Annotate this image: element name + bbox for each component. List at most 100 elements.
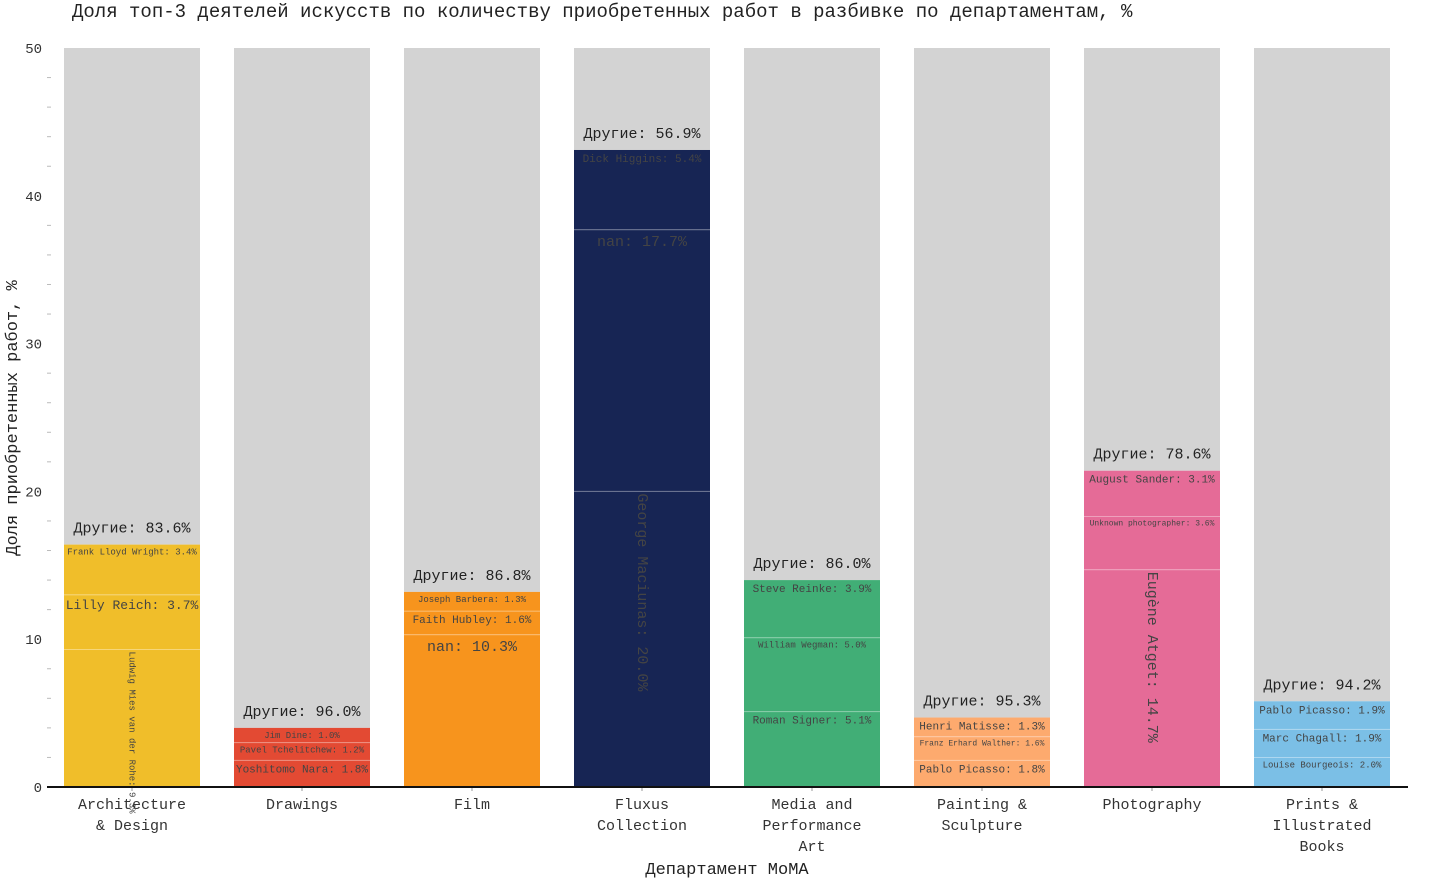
bar-segment — [1084, 470, 1220, 517]
y-tick-label: 20 — [25, 485, 42, 501]
y-tick-label: 0 — [34, 781, 42, 797]
x-tick-label: Film — [454, 797, 490, 814]
bar-segment-others — [914, 48, 1050, 718]
bar-segment — [64, 649, 200, 787]
chart-title: Доля топ-3 деятелей искусств по количест… — [72, 1, 1133, 23]
x-tick-label: & Design — [96, 818, 168, 835]
segment-label: Pablo Picasso: 1.8% — [919, 764, 1045, 776]
segment-label: Henri Matisse: 1.3% — [919, 722, 1045, 734]
x-axis: Architecture & Design Drawings Film Fluxus Co… — [47, 786, 1408, 856]
segment-label: August Sander: 3.1% — [1089, 475, 1215, 487]
segment-label: Faith Hubley: 1.6% — [413, 615, 532, 627]
others-label: Другие: 78.6% — [1093, 447, 1211, 464]
segment-label: Frank Lloyd Wright: 3.4% — [67, 548, 197, 558]
others-label: Другие: 94.2% — [1263, 677, 1381, 694]
bar-segment — [914, 736, 1050, 761]
bar-segment — [914, 760, 1050, 787]
segment-label: Pavel Tchelitchew: 1.2% — [240, 746, 365, 756]
bar-segment — [1084, 569, 1220, 787]
segment-label: Roman Signer: 5.1% — [753, 716, 872, 728]
bar-segment-others — [404, 48, 540, 592]
y-tick-label: 10 — [25, 633, 42, 649]
others-label: Другие: 86.8% — [413, 568, 531, 585]
segment-label: George Maciunas: 20.0% — [633, 493, 650, 692]
segment-label: Joseph Barbera: 1.3% — [418, 595, 527, 605]
bar-segment — [64, 594, 200, 650]
x-tick-label: Art — [798, 839, 825, 856]
segment-label: Franz Erhard Walther: 1.6% — [920, 740, 1045, 749]
bar-segment — [1254, 729, 1390, 758]
x-tick-label: Performance — [762, 818, 861, 835]
bar-segment — [914, 717, 1050, 737]
others-label: Другие: 83.6% — [73, 521, 191, 538]
y-tick-label: 40 — [25, 190, 42, 206]
bar-segment — [574, 491, 710, 787]
bar-segment — [404, 611, 540, 635]
segment-label: Ludwig Mies van der Rohe: 9.3% — [127, 652, 137, 815]
x-tick-label: Drawings — [266, 797, 338, 814]
x-tick-label: Photography — [1102, 797, 1201, 814]
bar-stack: Ludwig Mies van der Rohe: 9.3% Lilly Reic… — [64, 48, 200, 814]
others-label: Другие: 86.0% — [753, 556, 871, 573]
x-tick-label: Prints & — [1286, 797, 1358, 814]
segment-label: nan: 10.3% — [427, 639, 518, 656]
x-tick-label: Media and — [771, 797, 852, 814]
bar-segment — [574, 229, 710, 492]
x-tick-label: Fluxus — [615, 797, 669, 814]
segment-label: Yoshitomo Nara: 1.8% — [236, 764, 368, 776]
bar-segment — [404, 591, 540, 612]
bar-segment-others — [1254, 48, 1390, 702]
bar-segment — [744, 580, 880, 638]
bar-segment — [1254, 701, 1390, 730]
segment-label: Marc Chagall: 1.9% — [1263, 733, 1382, 745]
others-label: Другие: 95.3% — [923, 694, 1041, 711]
bar-segment — [574, 149, 710, 230]
others-label: Другие: 96.0% — [243, 704, 361, 721]
bar-stack: Louise Bourgeois: 2.0% Marc Chagall: 1.9%… — [1254, 48, 1390, 787]
bar-segment — [234, 727, 370, 743]
bar-stack: George Maciunas: 20.0% nan: 17.7% Dick Hig… — [574, 48, 710, 787]
segment-label: Eugène Atget: 14.7% — [1143, 572, 1160, 744]
bar-segment — [1254, 757, 1390, 787]
bar-segment — [234, 742, 370, 761]
segment-label: Lilly Reich: 3.7% — [66, 598, 199, 613]
x-axis-label: Департамент MoMA — [645, 861, 809, 880]
y-axis-label: Доля приобретенных работ, % — [4, 279, 23, 555]
segment-label: nan: 17.7% — [597, 234, 688, 251]
bar-segment-others — [574, 48, 710, 150]
others-label: Другие: 56.9% — [583, 126, 701, 143]
bar-segment — [744, 711, 880, 787]
bar-segment-others — [1084, 48, 1220, 471]
y-axis: 0 10 20 30 40 50 — [25, 42, 51, 797]
y-tick-label: 30 — [25, 338, 42, 354]
bar-segment-others — [234, 48, 370, 728]
bars-group: Ludwig Mies van der Rohe: 9.3% Lilly Reic… — [64, 48, 1390, 814]
bar-segment-others — [744, 48, 880, 581]
x-tick-label: Collection — [597, 818, 687, 835]
segment-label: Steve Reinke: 3.9% — [753, 584, 872, 596]
x-tick-label: Painting & — [937, 797, 1027, 814]
x-tick-label: Illustrated — [1272, 818, 1371, 835]
x-tick-label: Architecture — [78, 797, 186, 814]
segment-label: Dick Higgins: 5.4% — [583, 154, 702, 166]
bar-stack: Eugène Atget: 14.7% Unknown photographer:… — [1084, 48, 1220, 787]
bar-segment — [744, 637, 880, 712]
bar-segment — [64, 544, 200, 595]
segment-label: Louise Bourgeois: 2.0% — [1263, 760, 1382, 770]
segment-label: Unknown photographer: 3.6% — [1090, 520, 1215, 529]
bar-stack: nan: 10.3% Faith Hubley: 1.6% Joseph Barbe… — [404, 48, 540, 787]
segment-label: William Wegman: 5.0% — [758, 641, 867, 651]
x-tick-label: Sculpture — [941, 818, 1022, 835]
bar-stack: Yoshitomo Nara: 1.8% Pavel Tchelitchew: 1… — [234, 48, 370, 787]
x-tick-label: Books — [1299, 839, 1344, 856]
bar-segment — [1084, 516, 1220, 570]
bar-stack: Pablo Picasso: 1.8% Franz Erhard Walther:… — [914, 48, 1050, 787]
bar-segment — [404, 634, 540, 787]
bar-stack: Roman Signer: 5.1% William Wegman: 5.0% St… — [744, 48, 880, 787]
bar-segment — [234, 760, 370, 787]
bar-segment-others — [64, 48, 200, 545]
segment-label: Pablo Picasso: 1.9% — [1259, 705, 1385, 717]
segment-label: Jim Dine: 1.0% — [264, 731, 340, 741]
y-tick-label: 50 — [25, 42, 42, 58]
